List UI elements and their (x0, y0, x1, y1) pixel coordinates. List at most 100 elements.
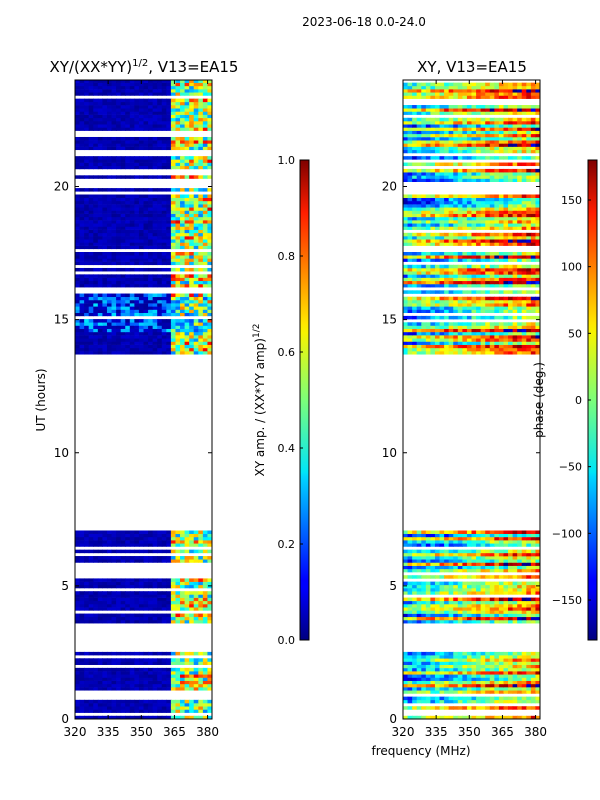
heatmap-cell (93, 140, 99, 144)
heatmap-cell (88, 706, 94, 710)
heatmap-cell (207, 117, 212, 122)
heatmap-cell (75, 591, 81, 595)
heatmap-cell (521, 651, 527, 656)
heatmap-cell (120, 156, 126, 160)
heatmap-cell (116, 146, 122, 151)
heatmap-cell (193, 594, 199, 598)
heatmap-cell (138, 578, 145, 582)
heatmap-cell (175, 299, 181, 304)
heatmap-cell (120, 213, 126, 218)
heatmap-cell (138, 121, 145, 125)
heatmap-cell (444, 315, 450, 320)
heatmap-cell (530, 341, 537, 345)
heatmap-cell (202, 674, 209, 678)
heatmap-cell (189, 296, 195, 301)
heatmap-cell (97, 699, 103, 704)
heatmap-cell (526, 328, 532, 333)
heatmap-cell (75, 680, 81, 685)
heatmap-cell (161, 347, 167, 352)
heatmap-cell (403, 344, 409, 349)
heatmap-cell (106, 715, 113, 719)
heatmap-cell (97, 92, 103, 96)
heatmap-cell (120, 530, 126, 534)
heatmap-cell (79, 85, 85, 90)
heatmap-cell (138, 255, 145, 259)
heatmap-cell (476, 661, 482, 665)
heatmap-cell (106, 613, 113, 618)
heatmap-cell (161, 261, 167, 266)
heatmap-cell (416, 661, 422, 665)
heatmap-cell (84, 105, 90, 109)
heatmap-cell (97, 165, 103, 170)
heatmap-cell (84, 124, 90, 128)
heatmap-cell (106, 338, 113, 342)
heatmap-cell (512, 559, 518, 563)
heatmap-cell (444, 296, 450, 301)
heatmap-cell (125, 619, 131, 624)
heatmap-cell (157, 619, 163, 624)
heatmap-cell (207, 223, 212, 227)
heatmap-cell (184, 584, 190, 589)
heatmap-cell (517, 344, 523, 349)
heatmap-cell (161, 162, 167, 167)
heatmap-cell (444, 600, 450, 605)
heatmap-cell (170, 175, 177, 179)
heatmap-cell (125, 303, 131, 307)
heatmap-cell (184, 530, 190, 534)
heatmap-cell (462, 562, 468, 566)
heatmap-cell (143, 267, 149, 272)
heatmap-cell (407, 603, 413, 608)
heatmap-cell (189, 613, 195, 618)
heatmap-cell (166, 108, 172, 112)
heatmap-cell (434, 536, 441, 541)
heatmap-cell (157, 616, 163, 621)
heatmap-cell (403, 338, 409, 342)
heatmap-cell (189, 92, 195, 96)
heatmap-cell (202, 82, 209, 87)
heatmap-cell (84, 136, 90, 141)
heatmap-cell (180, 213, 186, 218)
heatmap-cell (175, 331, 181, 336)
heatmap-cell (88, 261, 94, 266)
heatmap-cell (425, 658, 431, 662)
heatmap-cell (148, 114, 154, 119)
heatmap-cell (207, 159, 212, 163)
heatmap-cell (485, 331, 491, 336)
heatmap-cell (416, 584, 422, 589)
heatmap-cell (129, 530, 135, 534)
heatmap-cell (102, 687, 108, 691)
heatmap-cell (207, 293, 212, 298)
heatmap-cell (175, 530, 181, 534)
heatmap-cell (471, 315, 477, 320)
heatmap-cell (97, 306, 103, 310)
heatmap-cell (138, 303, 145, 307)
heatmap-cell (403, 674, 409, 678)
heatmap-cell (138, 533, 145, 538)
heatmap-cell (193, 245, 199, 250)
heatmap-cell (111, 210, 117, 214)
heatmap-cell (102, 258, 108, 262)
heatmap-cell (84, 204, 90, 208)
heatmap-cell (148, 188, 154, 192)
heatmap-cell (180, 597, 186, 602)
heatmap-cell (430, 651, 436, 656)
heatmap-cell (170, 351, 177, 355)
heatmap-cell (503, 325, 509, 329)
heatmap-cell (175, 556, 181, 560)
heatmap-cell (148, 207, 154, 211)
heatmap-cell (485, 613, 491, 618)
heatmap-cell (448, 565, 454, 570)
heatmap-cell (448, 533, 454, 538)
heatmap-cell (93, 105, 99, 109)
heatmap-cell (425, 536, 431, 541)
heatmap-cell (166, 699, 172, 704)
heatmap-cell (116, 175, 122, 179)
heatmap-cell (403, 690, 409, 694)
amplitude-heatmap (75, 80, 212, 719)
heatmap-cell (166, 680, 172, 685)
heatmap-cell (439, 315, 445, 320)
heatmap-cell (120, 347, 126, 352)
heatmap-cell (202, 261, 209, 266)
heatmap-cell (508, 616, 514, 621)
heatmap-cell (434, 530, 441, 534)
